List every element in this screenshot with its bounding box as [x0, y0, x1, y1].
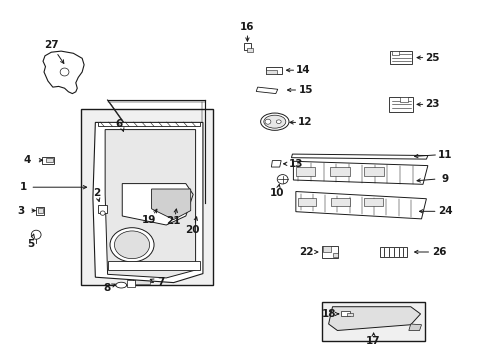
Text: 9: 9 — [441, 174, 447, 184]
Polygon shape — [408, 324, 421, 330]
Bar — [329, 167, 349, 176]
Ellipse shape — [264, 119, 270, 124]
Ellipse shape — [264, 115, 285, 128]
Text: 7: 7 — [157, 276, 165, 287]
Text: 2: 2 — [93, 188, 100, 198]
Bar — [330, 198, 349, 206]
Text: 16: 16 — [240, 22, 254, 32]
Text: 12: 12 — [297, 117, 312, 127]
Bar — [332, 253, 338, 257]
Bar — [346, 313, 352, 316]
Text: 22: 22 — [298, 247, 313, 257]
Text: 6: 6 — [115, 119, 122, 129]
Text: 13: 13 — [288, 159, 303, 169]
Ellipse shape — [114, 231, 149, 258]
Text: 18: 18 — [321, 309, 335, 319]
Text: 26: 26 — [431, 247, 446, 257]
Bar — [297, 198, 316, 206]
Bar — [42, 157, 54, 164]
Ellipse shape — [276, 120, 281, 123]
Polygon shape — [295, 192, 426, 219]
Text: 4: 4 — [23, 155, 31, 165]
Bar — [322, 246, 330, 252]
Ellipse shape — [100, 211, 105, 215]
Ellipse shape — [60, 68, 69, 76]
Bar — [295, 167, 315, 176]
Bar — [98, 122, 200, 126]
Bar — [321, 302, 425, 341]
Polygon shape — [256, 87, 277, 94]
Polygon shape — [105, 130, 195, 278]
Ellipse shape — [116, 282, 126, 288]
Bar — [388, 97, 412, 112]
Bar — [380, 247, 407, 257]
Text: 17: 17 — [366, 336, 380, 346]
Polygon shape — [291, 154, 427, 159]
Bar — [321, 246, 338, 258]
Text: 27: 27 — [44, 40, 59, 50]
Polygon shape — [122, 184, 193, 225]
Bar — [265, 70, 276, 74]
Bar — [150, 201, 160, 208]
Text: 3: 3 — [17, 206, 24, 216]
Text: 1: 1 — [20, 182, 27, 192]
Polygon shape — [151, 189, 190, 220]
Polygon shape — [271, 161, 281, 167]
Bar — [36, 207, 44, 215]
Text: 14: 14 — [295, 65, 310, 75]
Bar — [98, 205, 107, 213]
Text: 23: 23 — [425, 99, 439, 109]
Bar — [46, 158, 53, 162]
Ellipse shape — [191, 204, 200, 213]
Text: 21: 21 — [166, 216, 181, 226]
Bar — [340, 311, 349, 316]
Text: 19: 19 — [142, 215, 156, 225]
Text: 25: 25 — [425, 53, 439, 63]
Ellipse shape — [277, 175, 287, 184]
Bar — [364, 167, 383, 176]
Polygon shape — [328, 307, 420, 330]
Bar — [389, 51, 411, 64]
Bar — [126, 280, 135, 287]
Bar — [243, 43, 251, 50]
Ellipse shape — [31, 230, 41, 239]
Bar — [265, 67, 281, 74]
Bar — [364, 198, 382, 206]
Bar — [399, 97, 407, 102]
Bar — [81, 109, 212, 285]
Text: 5: 5 — [27, 239, 34, 249]
Text: 15: 15 — [298, 85, 312, 95]
Bar — [170, 201, 179, 206]
Text: 20: 20 — [184, 225, 199, 235]
Ellipse shape — [110, 228, 154, 262]
Bar — [38, 208, 42, 213]
Bar — [135, 278, 150, 284]
Ellipse shape — [260, 113, 288, 130]
Text: 24: 24 — [437, 206, 451, 216]
Bar — [247, 48, 253, 52]
Text: 8: 8 — [103, 283, 110, 293]
Polygon shape — [93, 122, 203, 283]
Text: 10: 10 — [269, 188, 284, 198]
Bar — [133, 271, 152, 282]
Polygon shape — [43, 51, 84, 94]
Polygon shape — [107, 261, 200, 270]
Bar — [391, 51, 398, 55]
Text: 11: 11 — [437, 150, 451, 160]
Polygon shape — [293, 161, 427, 184]
